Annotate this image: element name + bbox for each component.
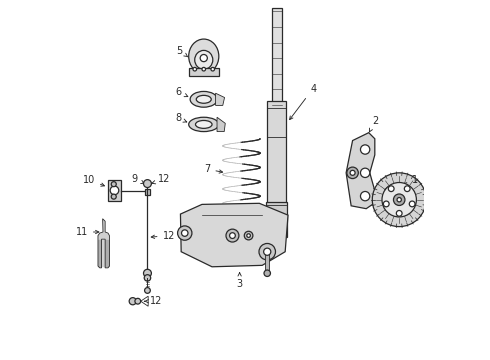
Ellipse shape: [271, 227, 282, 240]
Circle shape: [409, 201, 415, 207]
Circle shape: [129, 298, 136, 305]
Text: 12: 12: [145, 296, 162, 306]
Circle shape: [110, 186, 119, 195]
Circle shape: [145, 288, 150, 293]
Ellipse shape: [189, 117, 219, 132]
Text: 12: 12: [151, 231, 175, 240]
Ellipse shape: [196, 121, 212, 129]
Text: 3: 3: [237, 273, 243, 289]
Circle shape: [404, 186, 410, 192]
Circle shape: [361, 192, 370, 201]
Circle shape: [274, 231, 279, 236]
Circle shape: [372, 173, 426, 226]
Circle shape: [211, 67, 215, 71]
Circle shape: [393, 194, 405, 206]
Circle shape: [350, 170, 355, 175]
Bar: [266, 202, 287, 237]
Circle shape: [144, 269, 151, 277]
Circle shape: [111, 182, 116, 187]
Ellipse shape: [196, 95, 211, 103]
Circle shape: [382, 183, 416, 217]
Text: 5: 5: [176, 46, 188, 57]
Ellipse shape: [189, 39, 219, 73]
Circle shape: [226, 229, 239, 242]
Polygon shape: [217, 117, 225, 132]
Text: 10: 10: [83, 175, 104, 186]
Polygon shape: [346, 133, 375, 209]
Polygon shape: [180, 203, 288, 267]
Circle shape: [177, 226, 192, 240]
Circle shape: [245, 231, 253, 240]
Bar: [267, 101, 286, 209]
Ellipse shape: [195, 50, 213, 69]
Circle shape: [144, 180, 151, 188]
Circle shape: [200, 54, 207, 62]
Bar: [266, 252, 270, 273]
Text: 4: 4: [290, 84, 316, 120]
Circle shape: [361, 145, 370, 154]
Text: 7: 7: [204, 164, 222, 174]
Circle shape: [144, 275, 151, 281]
Ellipse shape: [190, 91, 218, 107]
Circle shape: [230, 233, 235, 238]
Text: 12: 12: [152, 174, 171, 184]
Polygon shape: [141, 296, 148, 306]
Text: 11: 11: [75, 227, 99, 237]
Circle shape: [193, 67, 196, 71]
Bar: [272, 8, 282, 108]
Circle shape: [259, 243, 275, 260]
Text: 6: 6: [175, 87, 188, 97]
Circle shape: [383, 201, 389, 207]
Circle shape: [388, 186, 394, 192]
Circle shape: [397, 198, 401, 202]
Circle shape: [264, 270, 270, 276]
Circle shape: [202, 67, 205, 71]
Text: 1: 1: [385, 175, 418, 190]
Bar: [145, 189, 150, 195]
Circle shape: [111, 194, 116, 199]
Polygon shape: [216, 93, 224, 105]
Circle shape: [181, 230, 188, 236]
Text: 9: 9: [131, 174, 145, 184]
Polygon shape: [98, 219, 109, 268]
Text: 2: 2: [369, 116, 378, 132]
Circle shape: [247, 234, 250, 237]
Circle shape: [264, 248, 271, 255]
Bar: [108, 180, 121, 201]
Circle shape: [347, 167, 358, 179]
Circle shape: [135, 298, 141, 304]
Bar: [189, 68, 219, 76]
Text: 8: 8: [175, 113, 187, 123]
Circle shape: [396, 211, 402, 216]
Circle shape: [361, 168, 370, 177]
